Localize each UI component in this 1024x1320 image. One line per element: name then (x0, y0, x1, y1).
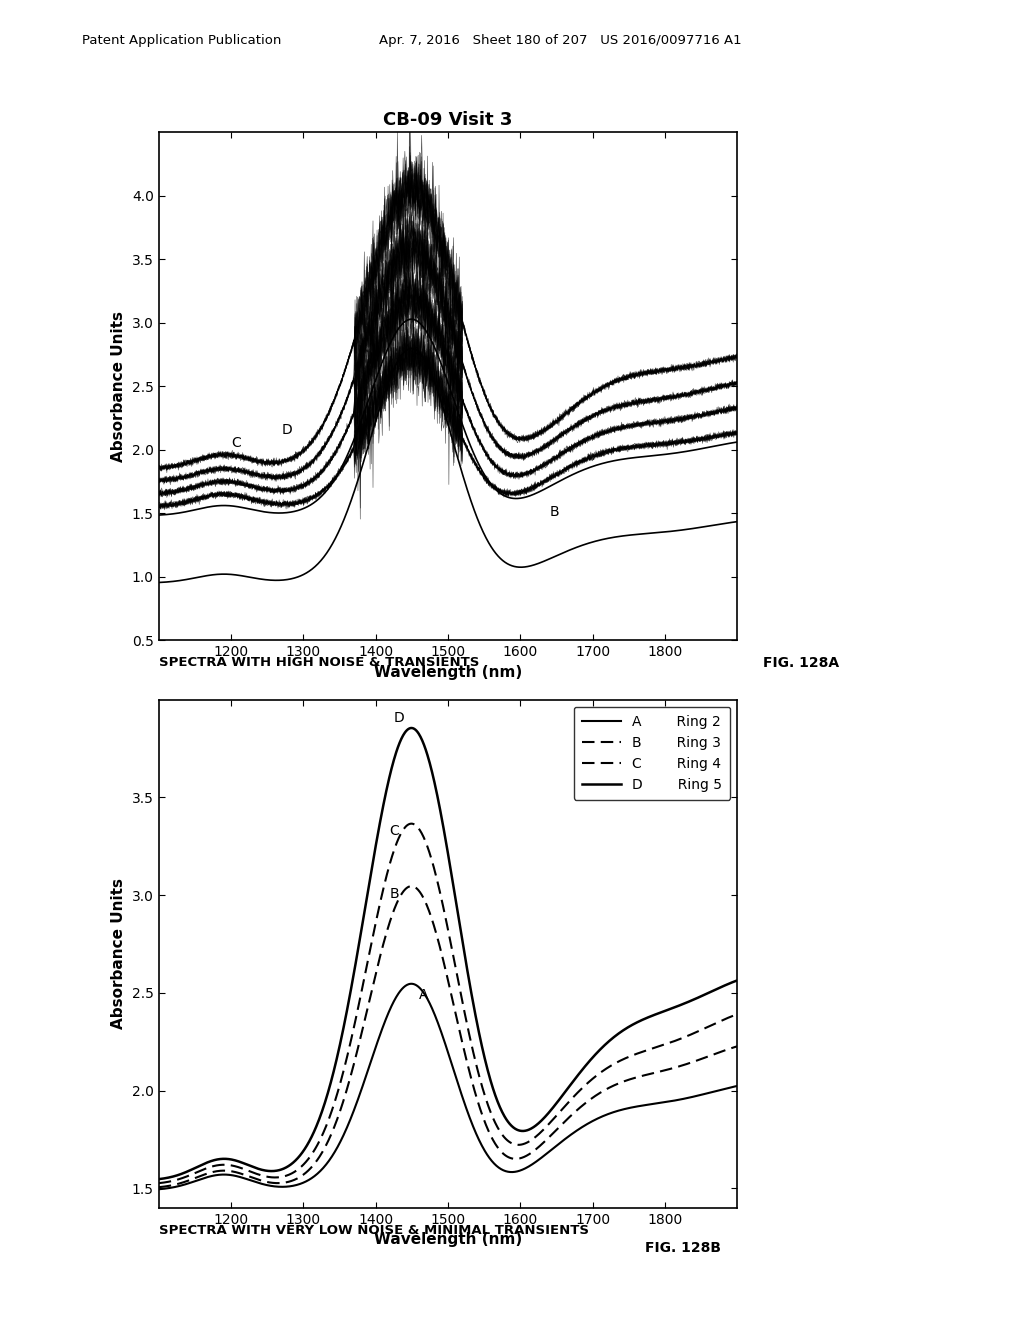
Y-axis label: Absorbance Units: Absorbance Units (112, 310, 126, 462)
Text: D: D (393, 711, 403, 725)
Text: Patent Application Publication: Patent Application Publication (82, 34, 282, 48)
Legend: A        Ring 2, B        Ring 3, C        Ring 4, D        Ring 5: A Ring 2, B Ring 3, C Ring 4, D Ring 5 (573, 706, 730, 800)
Title: CB-09 Visit 3: CB-09 Visit 3 (383, 111, 513, 129)
Text: Apr. 7, 2016   Sheet 180 of 207   US 2016/0097716 A1: Apr. 7, 2016 Sheet 180 of 207 US 2016/00… (379, 34, 741, 48)
Text: B: B (549, 504, 559, 519)
Text: A: A (412, 346, 421, 360)
Text: A: A (419, 989, 428, 1002)
Text: C: C (389, 825, 399, 838)
Text: FIG. 128B: FIG. 128B (645, 1241, 721, 1255)
Y-axis label: Absorbance Units: Absorbance Units (112, 878, 126, 1030)
Text: C: C (231, 436, 241, 450)
Text: B: B (389, 887, 399, 900)
Text: SPECTRA WITH VERY LOW NOISE & MINIMAL TRANSIENTS: SPECTRA WITH VERY LOW NOISE & MINIMAL TR… (159, 1224, 589, 1237)
X-axis label: Wavelength (nm): Wavelength (nm) (374, 664, 522, 680)
Text: SPECTRA WITH HIGH NOISE & TRANSIENTS: SPECTRA WITH HIGH NOISE & TRANSIENTS (159, 656, 479, 669)
Text: D: D (282, 424, 293, 437)
X-axis label: Wavelength (nm): Wavelength (nm) (374, 1232, 522, 1247)
Text: FIG. 128A: FIG. 128A (763, 656, 839, 671)
